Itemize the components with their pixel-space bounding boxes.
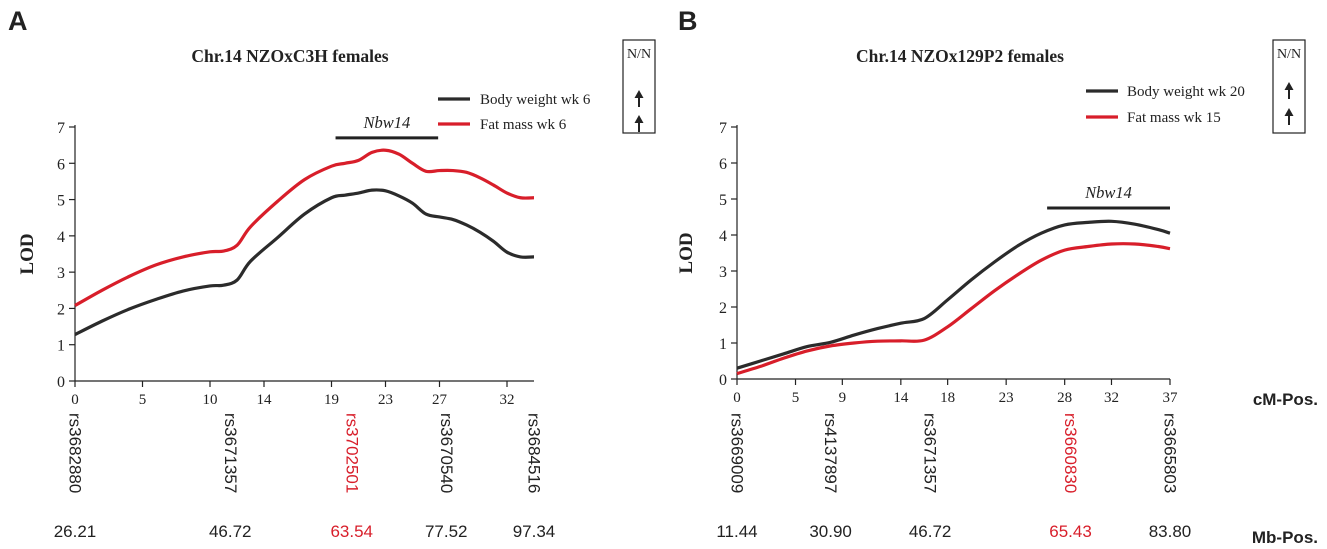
arrow-up-icon: [1284, 82, 1294, 99]
qtl-label: Nbw14: [1084, 183, 1132, 202]
y-tick-label: 4: [57, 229, 65, 246]
x-tick-label: 5: [139, 392, 147, 408]
qtl-label: Nbw14: [362, 113, 410, 132]
arrow-up-icon: [634, 115, 644, 132]
y-tick-label: 2: [57, 301, 65, 318]
marker-mb-position: 63.54: [330, 522, 373, 541]
marker-mb-position: 46.72: [909, 522, 952, 541]
marker-mb-position: 83.80: [1149, 522, 1192, 541]
series-line-fat-mass: [736, 242, 1171, 376]
genotype-box: [1272, 39, 1306, 134]
marker-mb-position: 46.72: [209, 522, 252, 541]
x-tick-label: 32: [500, 392, 515, 408]
arrow-up-icon: [634, 90, 644, 107]
marker-name: rs3671357: [221, 413, 240, 493]
x-tick-label: 14: [257, 392, 273, 408]
genotype-box-header: N/N: [627, 47, 651, 62]
x-tick-label: 32: [1104, 390, 1119, 406]
marker-name: rs3682880: [66, 413, 85, 493]
x-tick-label: 10: [203, 392, 218, 408]
marker-name: rs4137897: [821, 413, 840, 493]
marker-name: rs3665803: [1161, 413, 1180, 493]
marker-mb-position: 11.44: [716, 522, 757, 541]
y-tick-label: 1: [719, 336, 727, 353]
marker-mb-position: 65.43: [1049, 522, 1092, 541]
y-tick-label: 1: [57, 338, 65, 355]
mb-position-row-label: Mb-Pos.: [1252, 528, 1318, 547]
series-line-fat-mass: [74, 148, 535, 307]
legend-entry: Fat mass wk 15: [1127, 110, 1221, 126]
y-tick-label: 0: [57, 374, 65, 391]
marker-mb-position: 97.34: [513, 522, 556, 541]
marker-name: rs3669009: [728, 413, 747, 493]
series-line-body-weight: [736, 219, 1171, 370]
series-line-body-weight: [74, 188, 535, 336]
arrow-head: [634, 90, 644, 98]
y-tick-label: 5: [719, 192, 727, 209]
y-tick-label: 6: [719, 156, 727, 173]
y-tick-label: 7: [57, 120, 65, 137]
y-axis-label: LOD: [676, 232, 697, 273]
x-tick-label: 9: [839, 390, 847, 406]
x-tick-label: 0: [71, 392, 79, 408]
x-tick-label: 19: [324, 392, 339, 408]
y-tick-label: 4: [719, 228, 727, 245]
y-tick-label: 3: [57, 265, 65, 282]
arrow-head: [1284, 82, 1294, 90]
genotype-box-header: N/N: [1277, 47, 1301, 62]
y-tick-label: 5: [57, 193, 65, 210]
marker-name: rs3684516: [525, 413, 544, 493]
y-tick-label: 6: [57, 156, 65, 173]
x-tick-label: 23: [999, 390, 1014, 406]
arrow-head: [634, 115, 644, 123]
chart-title: Chr.14 NZOxC3H females: [191, 46, 388, 66]
x-tick-label: 23: [378, 392, 393, 408]
x-tick-label: 0: [733, 390, 741, 406]
y-tick-label: 2: [719, 300, 727, 317]
y-tick-label: 7: [719, 120, 727, 137]
marker-mb-position: 26.21: [54, 522, 97, 541]
legend-entry: Body weight wk 6: [480, 92, 591, 108]
x-tick-label: 37: [1163, 390, 1179, 406]
panel-label: A: [8, 6, 28, 36]
x-tick-label: 18: [940, 390, 955, 406]
chart-title: Chr.14 NZOx129P2 females: [856, 46, 1064, 66]
y-tick-label: 0: [719, 372, 727, 389]
marker-name: rs3702501: [342, 413, 361, 493]
x-tick-label: 27: [432, 392, 448, 408]
marker-name: rs3671357: [921, 413, 940, 493]
legend-entry: Fat mass wk 6: [480, 117, 567, 133]
x-tick-label: 5: [792, 390, 800, 406]
marker-name: rs3670540: [437, 413, 456, 493]
marker-mb-position: 30.90: [809, 522, 852, 541]
legend-entry: Body weight wk 20: [1127, 84, 1245, 100]
x-tick-label: 14: [893, 390, 909, 406]
marker-mb-position: 77.52: [425, 522, 468, 541]
y-axis-label: LOD: [17, 233, 38, 274]
x-tick-label: 28: [1057, 390, 1072, 406]
y-tick-label: 3: [719, 264, 727, 281]
arrow-up-icon: [1284, 108, 1294, 125]
genotype-box: [622, 39, 656, 134]
arrow-head: [1284, 108, 1294, 116]
cm-position-row-label: cM-Pos.: [1253, 390, 1318, 409]
panel-label: B: [678, 6, 698, 36]
marker-name: rs3660830: [1061, 413, 1080, 493]
